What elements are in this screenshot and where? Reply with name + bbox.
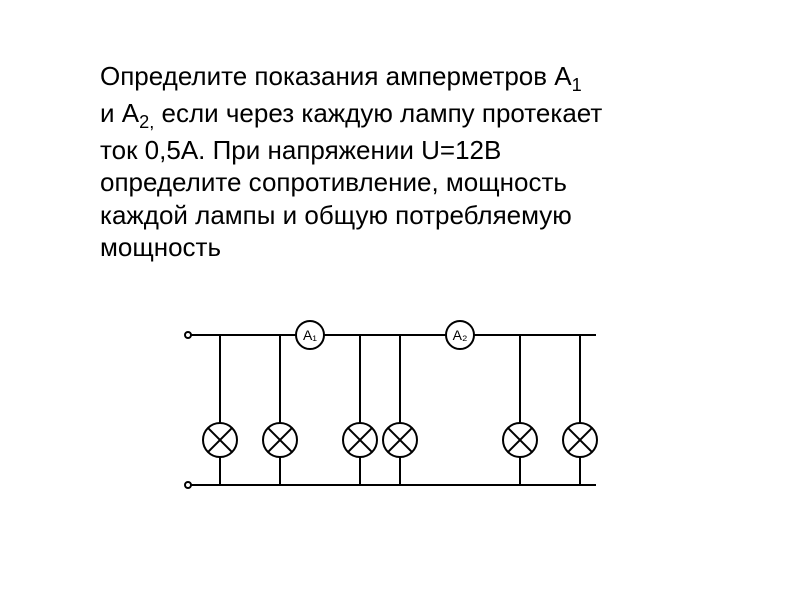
text-line-4: определите сопротивление, мощность	[100, 167, 567, 197]
circuit-diagram: А₁ А₂	[180, 315, 620, 520]
subscript-1: 1	[572, 75, 582, 95]
text-line-2a: и А	[100, 98, 139, 128]
terminal-bot-dot	[185, 482, 191, 488]
ammeter-1-label: А₁	[303, 327, 317, 343]
problem-statement: Определите показания амперметров А1 и А2…	[100, 60, 700, 264]
text-line-2b: если через каждую лампу протекает	[154, 98, 602, 128]
circuit-svg: А₁ А₂	[180, 315, 620, 515]
ammeter-2-label: А₂	[453, 327, 468, 343]
text-line-1a: Определите показания амперметров А	[100, 61, 572, 91]
text-line-5: каждой лампы и общую потребляемую	[100, 200, 572, 230]
terminal-top-dot	[185, 332, 191, 338]
subscript-2: 2,	[139, 112, 154, 132]
text-line-6: мощность	[100, 232, 221, 262]
text-line-3: ток 0,5А. При напряжении U=12В	[100, 135, 501, 165]
slide: Определите показания амперметров А1 и А2…	[0, 0, 800, 600]
